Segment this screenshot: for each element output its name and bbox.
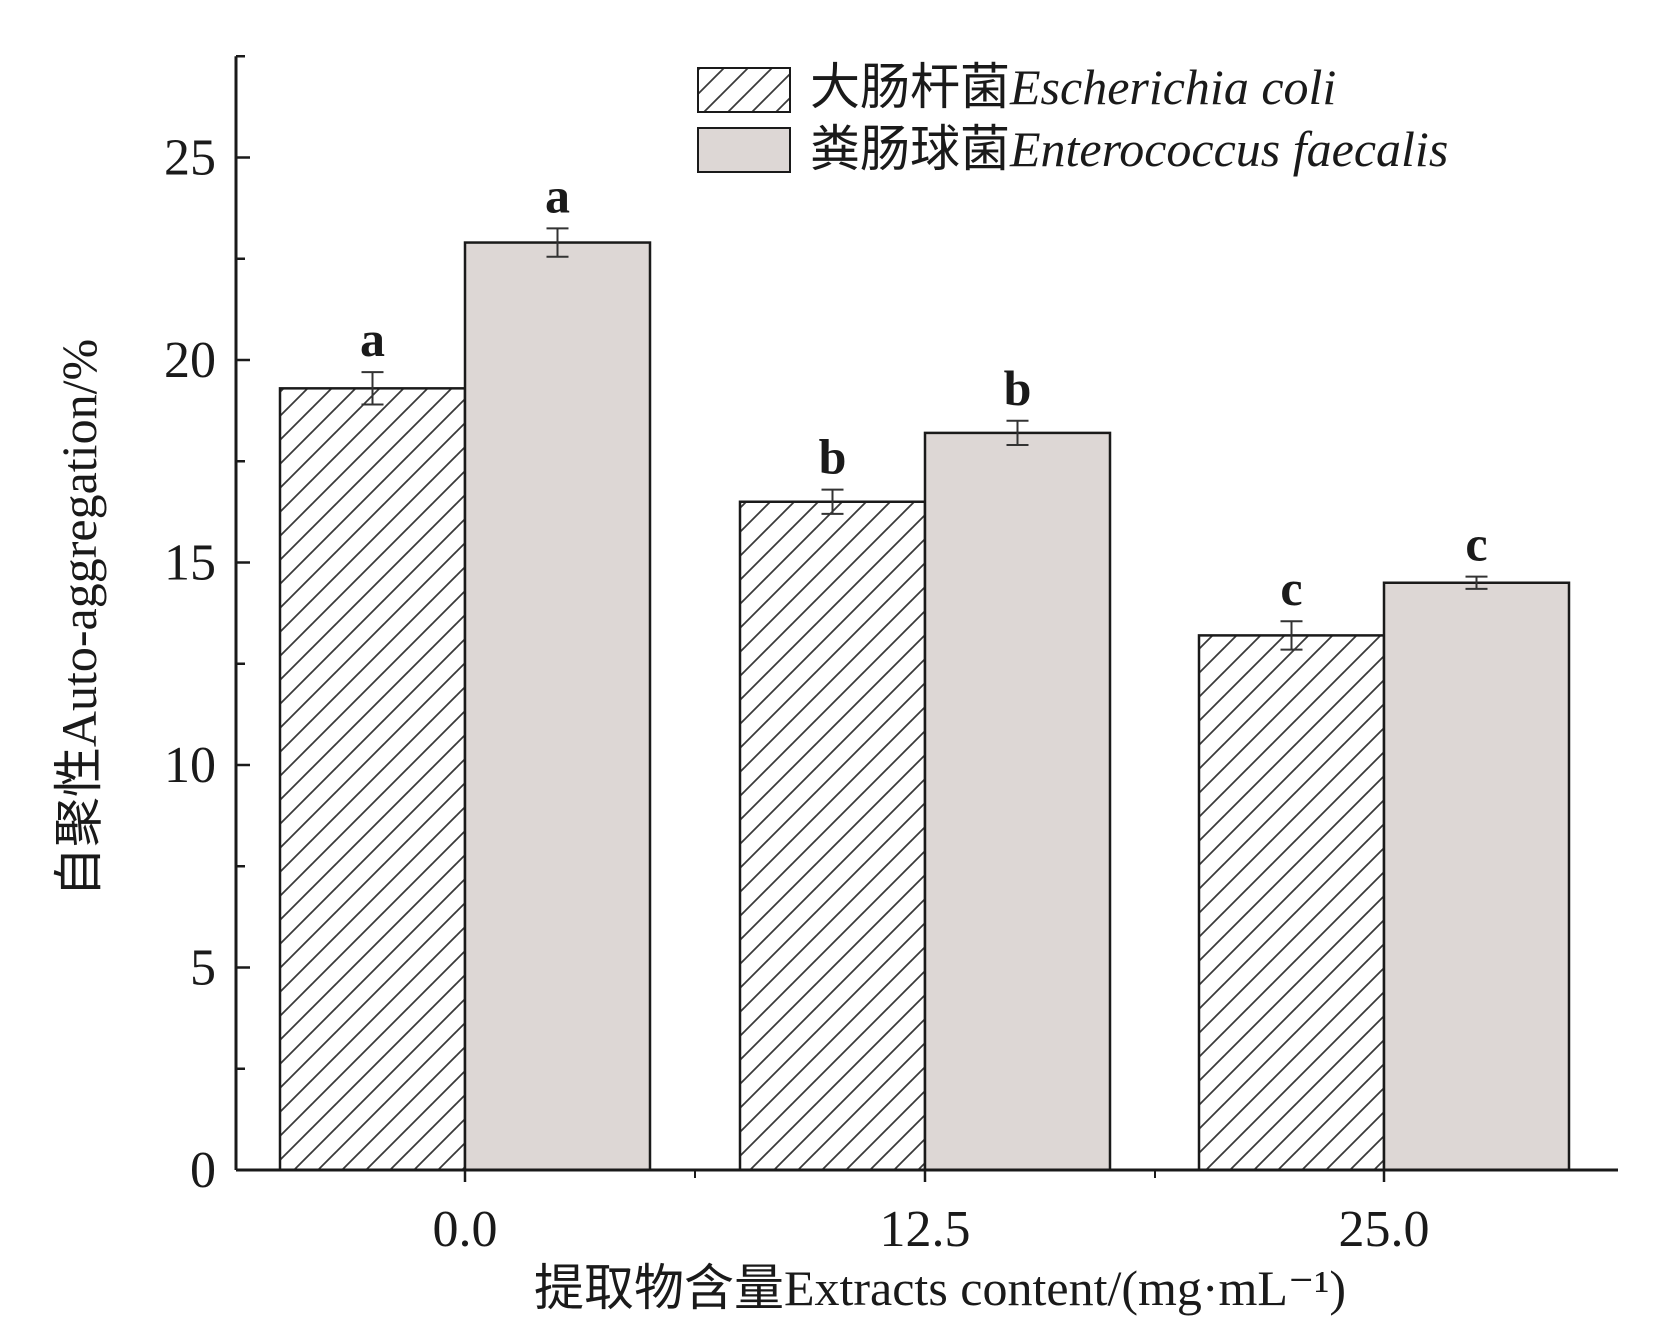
legend-cn-enterococcus-faecalis: 粪肠球菌 [810,121,1010,177]
legend-label-escherichia-coli: 大肠杆菌Escherichia coli [810,59,1336,115]
error-bar-escherichia-coli-25-0 [1280,620,1303,651]
y-axis-title: 自聚性Auto-aggregation/% [51,339,107,897]
bar-escherichia-coli-25-0 [1197,634,1386,1172]
y-tick-label-15: 15 [164,535,216,592]
y-tick-label-10: 10 [164,737,216,794]
bar-enterococcus-faecalis-0-0 [463,241,652,1172]
axes-layer [234,55,1618,1182]
legend-swatch-escherichia-coli [697,67,791,113]
y-tick-label-20: 20 [164,332,216,389]
sig-label-enterococcus-faecalis-0-0: a [545,167,570,223]
error-bar-escherichia-coli-12-5 [821,488,844,515]
labels-layer: a b c a b c 0 5 10 15 20 25 0.0 12.5 25.0 [164,130,1488,1259]
bar-enterococcus-faecalis-25-0 [1382,581,1571,1172]
sig-label-escherichia-coli-12-5: b [819,429,847,485]
sig-label-escherichia-coli-25-0: c [1280,560,1302,616]
y-tick-label-25: 25 [164,130,216,187]
x-tick-label-0-0: 0.0 [433,1201,498,1258]
y-tick-label-0: 0 [190,1142,216,1199]
legend-latin-enterococcus-faecalis: Enterococcus faecalis [1009,121,1448,177]
legend-swatch-enterococcus-faecalis [697,127,791,173]
sig-label-escherichia-coli-0-0: a [360,311,385,367]
bar-enterococcus-faecalis-12-5 [923,431,1112,1172]
x-tick-label-25-0: 25.0 [1339,1201,1430,1258]
legend-latin-escherichia-coli: Escherichia coli [1009,59,1336,115]
sig-label-enterococcus-faecalis-12-5: b [1004,360,1032,416]
legend-label-enterococcus-faecalis: 粪肠球菌Enterococcus faecalis [810,121,1448,177]
error-bar-escherichia-coli-0-0 [361,371,384,406]
bars-layer [278,227,1571,1172]
bar-escherichia-coli-0-0 [278,387,467,1172]
x-tick-label-12-5: 12.5 [880,1201,971,1258]
sig-label-enterococcus-faecalis-25-0: c [1465,516,1487,572]
error-bar-enterococcus-faecalis-12-5 [1006,419,1029,447]
x-axis-title: 提取物含量Extracts content/(mg·mL⁻¹) [534,1260,1346,1316]
y-tick-label-5: 5 [190,940,216,997]
legend: 大肠杆菌Escherichia coli 粪肠球菌Enterococcus fa… [697,59,1448,177]
legend-cn-escherichia-coli: 大肠杆菌 [810,59,1010,115]
bar-escherichia-coli-12-5 [738,500,927,1172]
error-bar-enterococcus-faecalis-25-0 [1465,575,1488,590]
error-bar-enterococcus-faecalis-0-0 [546,227,569,258]
